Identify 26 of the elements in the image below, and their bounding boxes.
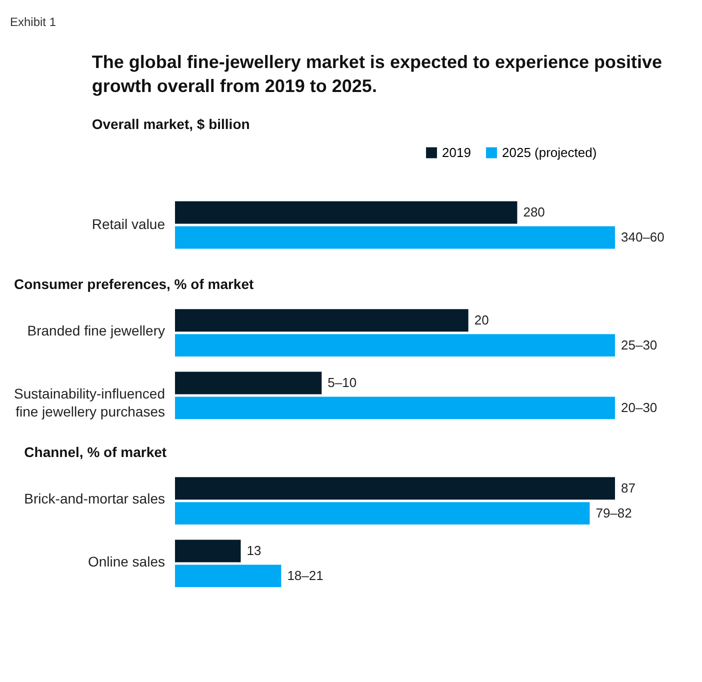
data-label: 20–30 [621,400,658,415]
data-label: 87 [621,480,636,496]
data-label: 13 [246,543,262,558]
data-label: 79–82 [596,505,632,520]
chart-subtitle: Channel, % of market [24,444,167,460]
bar [175,502,590,525]
bar [175,564,282,588]
data-label: 280 [523,204,545,220]
chart-subtitle: Overall market, $ billion [92,116,250,132]
legend-label: 2019 [442,144,471,160]
legend-label: 2025 (projected) [502,144,597,160]
data-label: 340–60 [621,229,664,244]
data-label: 18–21 [287,568,324,583]
text: Exhibit 1 [10,15,56,29]
data-label: 20 [474,312,489,328]
bar [175,477,615,500]
chart-subtitle: Consumer preferences, % of market [14,276,254,292]
chart-title: The global fine-jewellery market is expected to experience positive growth overall from 2019 to 2025. [92,52,662,96]
y-tick-label: Branded fine jewellery [27,322,165,339]
data-label: 5–10 [328,375,357,390]
y-tick-label: Sustainability-influenced fine jewellery purchases [14,385,165,420]
bar [175,540,241,562]
y-tick-label: Retail value [92,216,166,232]
y-tick-label: Online sales [88,553,165,570]
data-label: 25–30 [621,337,658,352]
y-tick-label: Brick-and-mortar sales [24,490,165,507]
